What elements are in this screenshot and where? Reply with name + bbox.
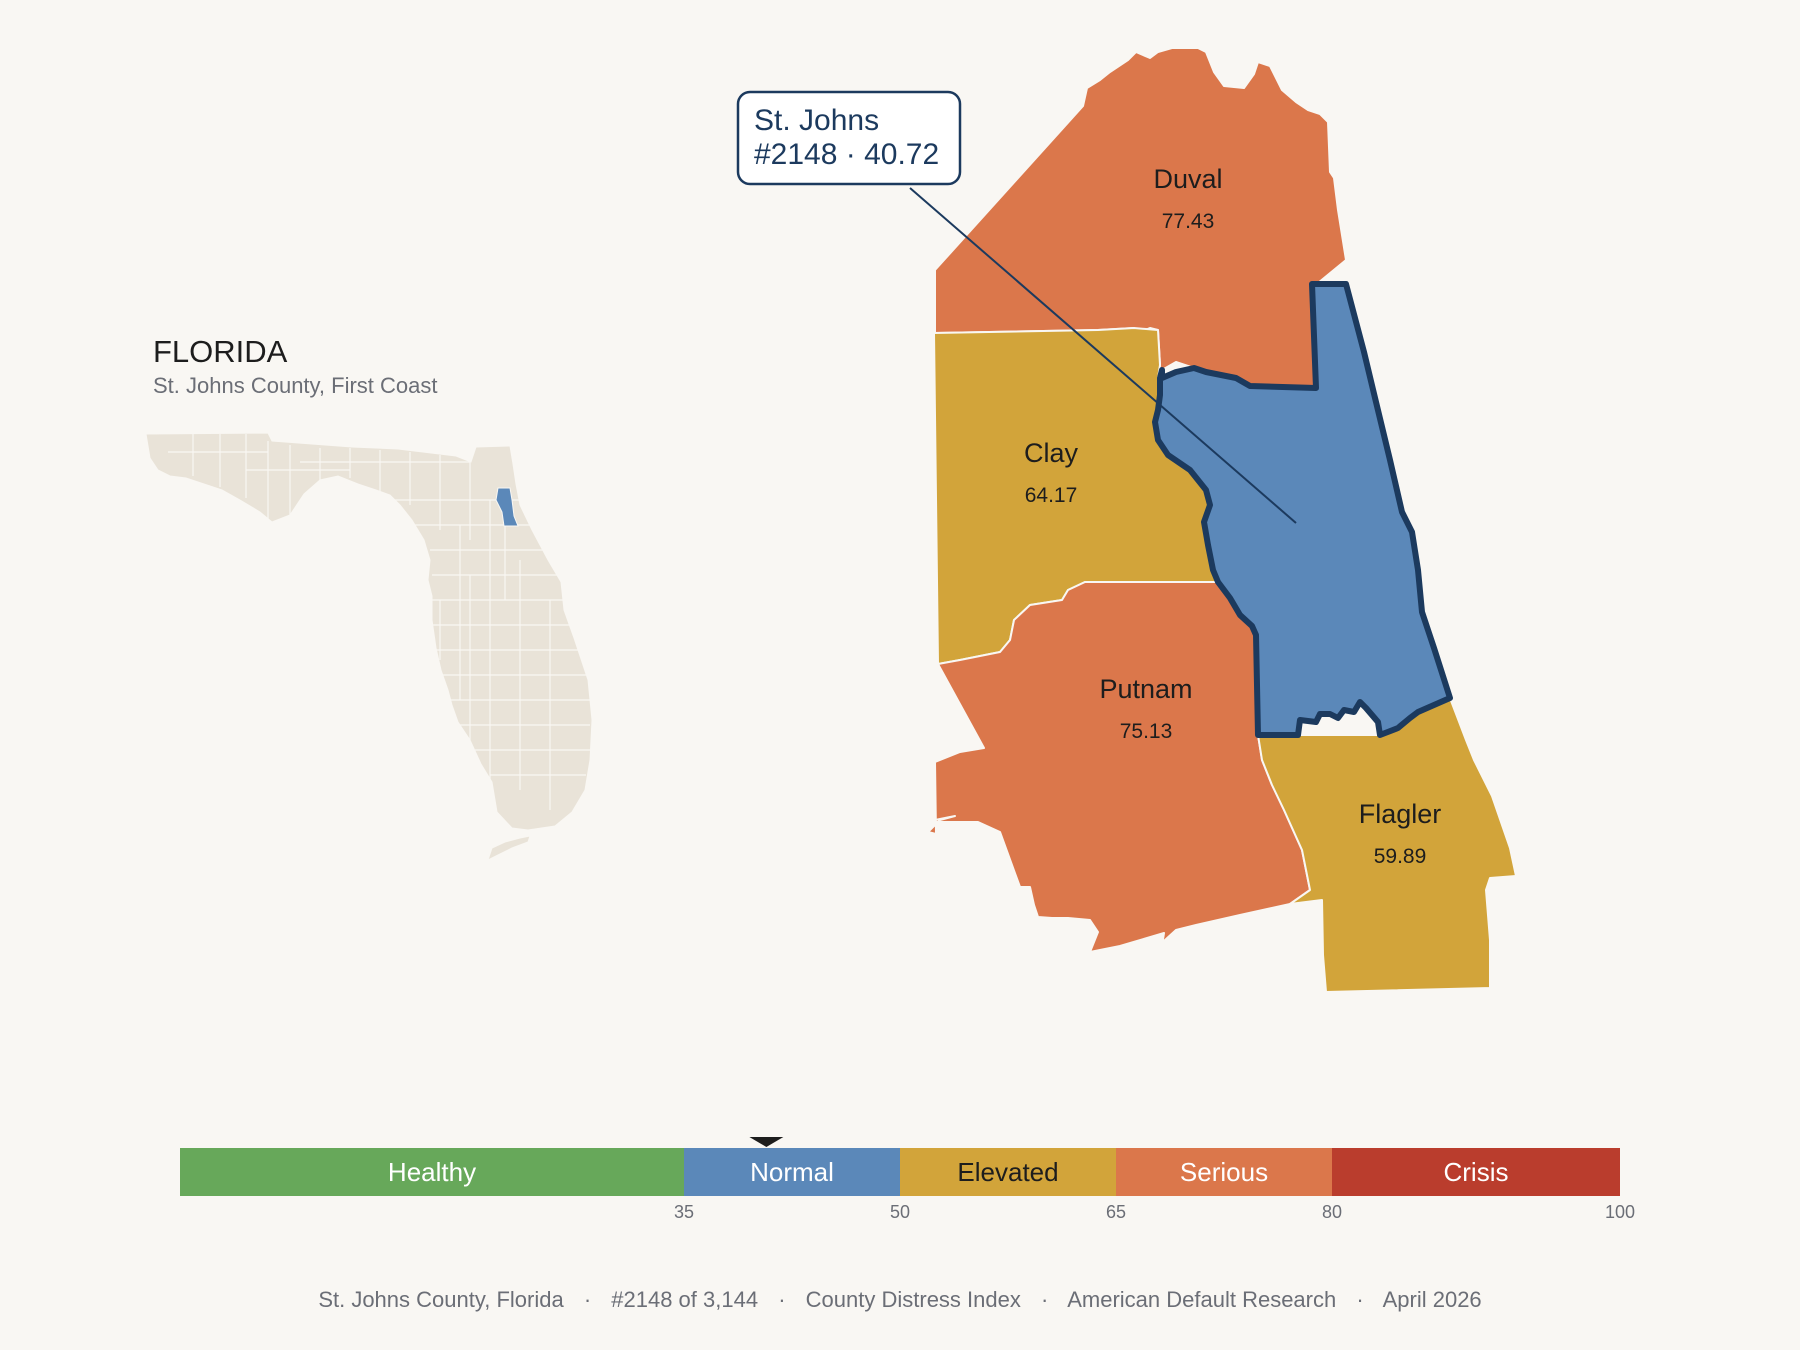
county-label-clay: Clay xyxy=(1024,438,1079,468)
callout-rank-score: #2148 · 40.72 xyxy=(754,138,939,171)
florida-outline xyxy=(145,432,593,831)
state-subtitle: St. Johns County, First Coast xyxy=(153,373,437,398)
county-value-clay: 64.17 xyxy=(1025,484,1078,507)
callout-box xyxy=(736,90,962,186)
footer-sep-3: · xyxy=(1041,1287,1048,1312)
county-label-duval: Duval xyxy=(1153,164,1222,194)
state-title: FLORIDA xyxy=(153,334,288,369)
county-putnam[interactable] xyxy=(911,581,1311,953)
scale-tick-65: 65 xyxy=(1106,1202,1126,1222)
county-st-johns[interactable] xyxy=(1152,281,1453,738)
florida-keys xyxy=(487,835,531,861)
footer-credit: St. Johns County, Florida · #2148 of 3,1… xyxy=(318,1287,1481,1312)
region-map xyxy=(911,47,1517,993)
scale-band-label-elevated: Elevated xyxy=(957,1157,1058,1187)
footer-county: St. Johns County, Florida xyxy=(318,1287,564,1312)
footer-date: April 2026 xyxy=(1383,1287,1482,1312)
scale-band-crisis xyxy=(1332,1148,1620,1196)
county-label-flagler: Flagler xyxy=(1359,799,1442,829)
scale-band-elevated xyxy=(900,1148,1116,1196)
footer-source: American Default Research xyxy=(1067,1287,1336,1312)
scale-band-label-serious: Serious xyxy=(1180,1157,1268,1187)
scale-band-label-crisis: Crisis xyxy=(1444,1157,1509,1187)
footer-sep-4: · xyxy=(1356,1287,1363,1312)
scale-tick-80: 80 xyxy=(1322,1202,1342,1222)
county-value-flagler: 59.89 xyxy=(1374,845,1427,868)
footer-sep-2: · xyxy=(778,1287,785,1312)
florida-inset-map xyxy=(145,432,593,861)
callout-county-name: St. Johns xyxy=(754,104,879,137)
scale-band-label-healthy: Healthy xyxy=(388,1157,476,1187)
footer-index: County Distress Index xyxy=(806,1287,1021,1312)
footer-rank: #2148 of 3,144 xyxy=(611,1287,758,1312)
callout-leader-line xyxy=(909,187,1297,524)
scale-tick-35: 35 xyxy=(674,1202,694,1222)
scale-tick-50: 50 xyxy=(890,1202,910,1222)
scale-band-normal xyxy=(684,1148,900,1196)
distress-scale: Healthy Normal Elevated Serious Crisis 35 50 65… xyxy=(180,1137,1635,1222)
florida-county-lines xyxy=(168,434,590,810)
footer-sep-1: · xyxy=(584,1287,591,1312)
county-value-duval: 77.43 xyxy=(1162,210,1215,233)
county-value-putnam: 75.13 xyxy=(1120,720,1173,743)
inset-st-johns-highlight xyxy=(495,487,519,527)
scale-marker-icon xyxy=(749,1137,784,1147)
scale-tick-100: 100 xyxy=(1605,1202,1635,1222)
scale-band-serious xyxy=(1116,1148,1332,1196)
county-label-putnam: Putnam xyxy=(1099,674,1192,704)
scale-band-healthy xyxy=(180,1148,684,1196)
scale-band-label-normal: Normal xyxy=(750,1157,834,1187)
